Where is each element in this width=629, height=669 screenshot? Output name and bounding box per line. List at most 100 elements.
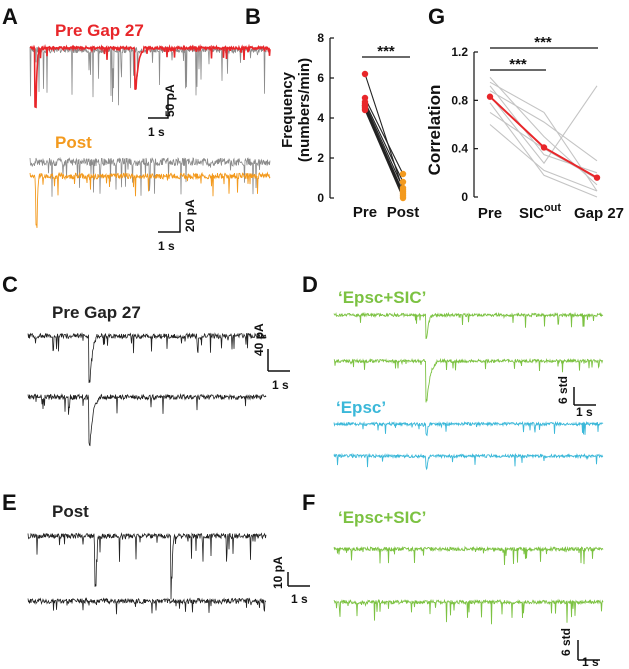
panel-g-xtick-sic: SICout [519,202,561,222]
traceE2-path [27,597,266,615]
panel-e-label: Post [52,502,89,521]
panel-d-label-bottom: ‘Epsc’ [336,398,386,417]
traceA2g-path [29,156,271,197]
panel-letter-g: G [428,4,445,29]
panel-letter-b: B [245,4,261,29]
panel-c-label: Pre Gap 27 [52,303,141,322]
panel-letter-c: C [2,272,18,297]
panel-f-scale-x: 1 s [582,655,599,669]
traceD3-path [333,420,604,437]
panel-b-ylabel-1: Frequency [279,71,296,148]
panel-f-scale-y: 6 std [559,628,573,656]
panel-d-green-trace-1 [333,311,604,339]
traceF1-path [333,545,604,566]
panel-e-trace-2 [27,597,266,615]
panel-f-trace-1 [333,545,604,566]
panel-a-post-scale-bar [158,212,181,233]
panel-b-ytick-label: 8 [317,31,324,45]
panel-b-pair-line [364,107,404,197]
traceC1-path [27,332,267,383]
panel-b-pair-line [364,103,404,189]
panel-g-individual-line [489,85,598,174]
panel-b-pair-line [364,109,404,199]
panel-letter-d: D [302,272,318,297]
panel-d-scale-x: 1 s [576,405,593,419]
panel-g-significance-long: *** [534,34,552,51]
panel-e-scale-bar [287,572,310,587]
panel-b-ylabel-2: (numbers/min) [296,58,313,162]
traceF2-path [333,598,604,625]
panel-b-point-pre [361,70,369,78]
traceC2-path [27,393,267,447]
panel-g-xtick-sic-sup: out [544,202,561,214]
panel-g-ytick-label: 0 [461,190,468,204]
panel-e-scale-x: 1 s [291,592,308,606]
panel-e-trace-1 [27,532,267,600]
panel-g-mean-point [486,93,494,100]
panel-g-individual-line [489,102,598,198]
panel-g-individual-line [489,81,598,192]
panel-b-ytick-label: 6 [317,71,324,85]
panel-b-significance: *** [377,43,395,60]
panel-a-pre-scale-bar [148,95,169,119]
panel-b-ytick-label: 4 [317,111,324,125]
panel-g-individual-line [489,90,598,162]
panel-b-pair-line [364,97,404,175]
panel-f-scale-bar [577,640,600,661]
traceA1r-path [29,43,271,109]
panel-g-mean-point [540,144,548,151]
panel-b-point-post [399,170,407,178]
panel-c-scale-y: 40 pA [252,323,266,356]
panel-b-ytick-label: 0 [317,191,324,205]
panel-b-ytick-label: 2 [317,151,324,165]
panel-g-ytick-label: 0.8 [451,93,468,107]
panel-d-scale-y: 6 std [556,376,570,404]
panel-d-cyan-trace-1 [333,420,604,437]
panel-g-significance-short: *** [509,56,527,73]
traceD1-path [333,311,604,339]
panel-a-post-scale-y: 20 pA [183,199,197,232]
panel-b-point-post [399,178,407,186]
panel-a-post-gray-trace [29,156,271,197]
panel-g-ylabel: Correlation [425,85,444,176]
traceA1g-path [29,45,271,106]
panel-g-xtick-pre: Pre [478,205,502,222]
panel-d-cyan-trace-2 [333,452,604,471]
panel-e-scale-y: 10 pA [271,556,285,589]
panel-g-correlation-chart: Correlation 0 0.4 0.8 1.2 *** *** Pre SICou… [425,34,624,222]
panel-a-pre-red-trace [29,43,271,109]
panel-a-post-orange-trace [29,171,271,228]
panel-f-trace-2 [333,598,604,625]
panel-g-individual-line [489,85,598,165]
panel-a-pre-gray-trace [29,45,271,106]
panel-c-scale-bar [267,349,290,372]
panel-g-xtick-sic-main: SIC [519,205,544,222]
traceD2-path [333,357,604,403]
panel-c-scale-x: 1 s [272,378,289,392]
panel-b-xtick-post: Post [387,204,420,221]
panel-b-point-pre [361,102,369,110]
panel-g-individual-line [489,124,598,192]
panel-d-green-trace-2 [333,357,604,403]
panel-letter-e: E [2,490,17,515]
panel-a-pre-label: Pre Gap 27 [55,21,144,40]
panel-b-frequency-chart: Frequency (numbers/min) 0 2 4 6 8 *** Pre Po… [279,31,419,221]
panel-b-pair-line [364,73,404,191]
traceE1-path [27,532,267,600]
panel-a-post-scale-x: 1 s [158,239,175,253]
panel-letter-a: A [2,4,18,29]
panel-c-trace-1 [27,332,267,383]
panel-d-label-top: ‘Epsc+SIC’ [338,288,426,307]
panel-a-post-label: Post [55,133,92,152]
panel-g-mean-point [593,174,601,181]
panel-b-pair-line [364,105,404,195]
panel-b-point-post [399,190,407,198]
panel-a-pre-scale-y: 50 pA [163,84,177,117]
panel-b-xtick-pre: Pre [353,204,377,221]
panel-g-ytick-label: 1.2 [451,45,468,59]
panel-f-label: ‘Epsc+SIC’ [338,508,426,527]
panel-b-pair-line [364,101,404,183]
panel-g-xtick-gap27: Gap 27 [574,205,624,222]
panel-a-pre-scale-x: 1 s [148,125,165,139]
